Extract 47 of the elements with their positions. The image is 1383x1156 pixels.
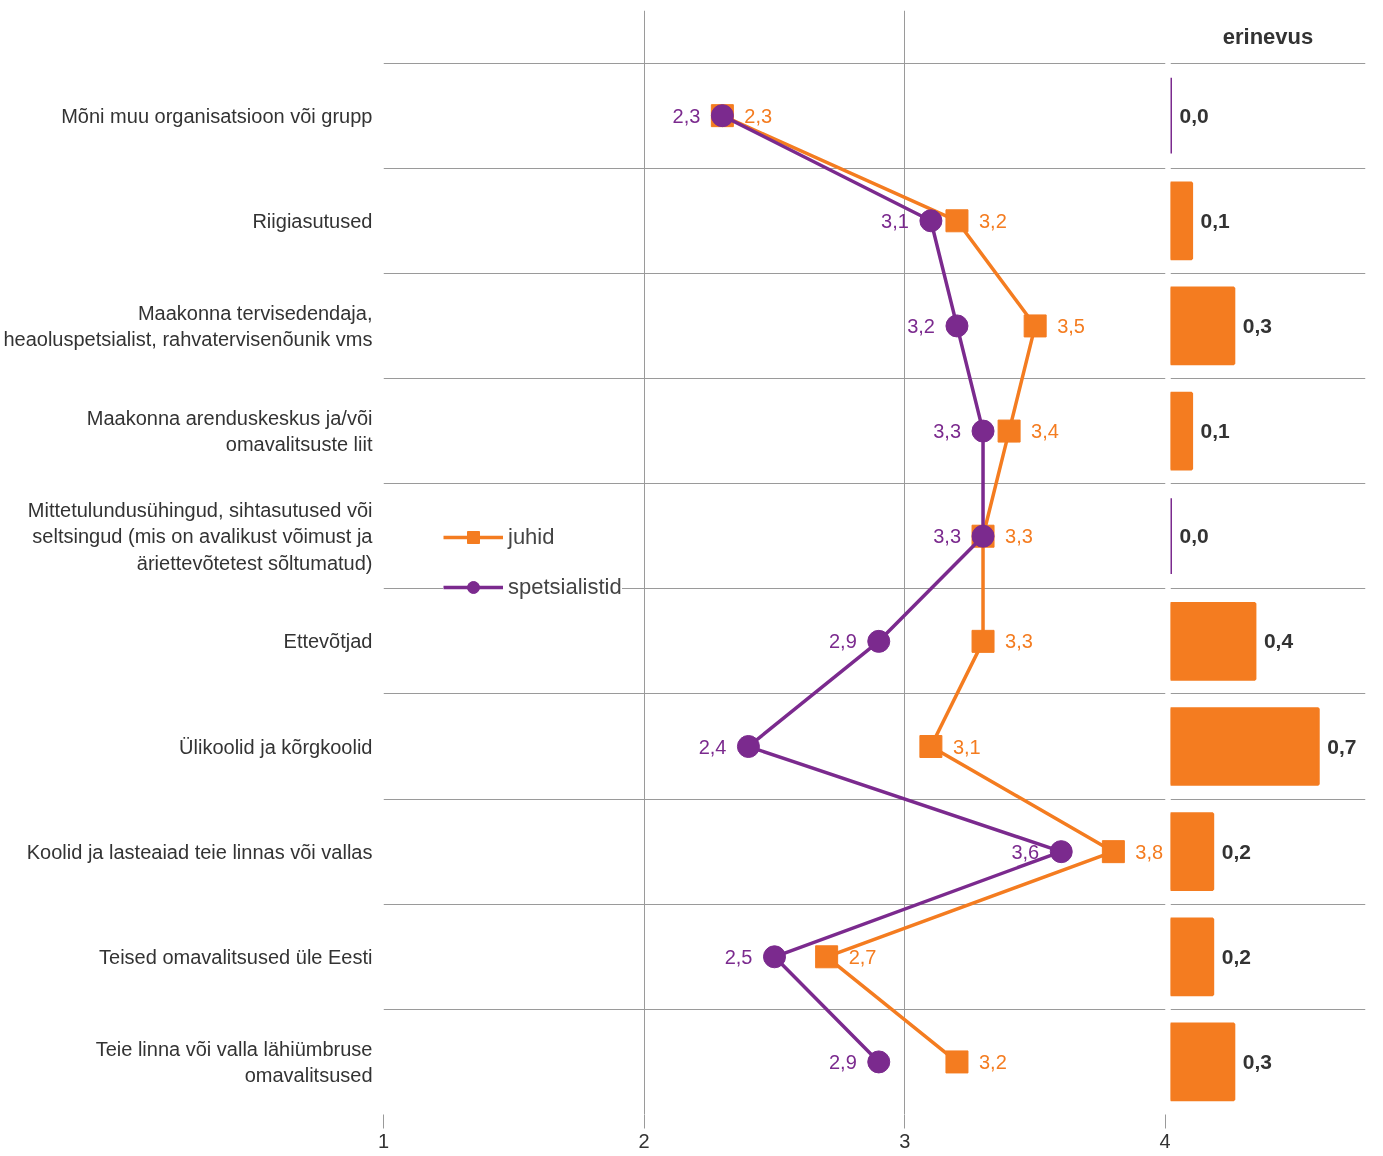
data-label: 3,2 [978,1050,1007,1073]
y-tick-label: Ülikoolid ja kõrgkoolid [179,735,373,758]
y-tick-label: Koolid ja lasteaiad teie linnas või vallas [26,840,373,863]
legend-label: juhid [508,524,555,550]
data-label: 0,2 [1221,839,1251,863]
data-label: 2,4 [698,735,727,758]
data-label: 0,3 [1242,1049,1273,1073]
data-label: 2,7 [848,945,877,968]
chart-title: erinevus [1222,24,1314,50]
x-tick-label: 4 [1159,1129,1171,1152]
data-label: 0,1 [1200,208,1231,232]
y-tick-label: Mittetulundusühingud, sihtasutused või seltsingud (mis on avalikust võimust ja äriettevõtetest sõltumatud) [27,498,374,574]
legend-label: spetsialistid [508,574,622,600]
data-label: 3,5 [1057,314,1085,337]
y-tick-label: Riigiasutused [252,209,373,232]
x-tick-label: 3 [899,1129,911,1152]
data-label: 2,5 [724,945,753,968]
data-label: 3,8 [1135,840,1164,863]
data-label: 0,1 [1200,419,1231,443]
data-label: 2,9 [828,630,857,653]
data-label: 3,3 [933,420,962,443]
data-label: 3,4 [1031,420,1059,443]
x-tick-label: 1 [377,1129,390,1152]
data-label: 0,3 [1242,313,1273,337]
data-label: 2,3 [672,104,701,127]
data-label: 3,1 [881,209,909,232]
y-tick-label: Mõni muu organisatsioon või grupp [61,104,373,127]
y-tick-label: Ettevõtjad [283,630,373,653]
data-label: 3,3 [1005,630,1033,653]
data-label: 3,2 [978,209,1007,232]
data-label: 3,2 [907,314,935,337]
y-tick-label: Teie linna või valla lähiümbruse omavalitsused [95,1037,373,1087]
data-label: 0,7 [1327,734,1357,758]
data-label: 3,6 [1011,840,1040,863]
y-tick-label: Maakonna tervisedendaja, heaoluspetsialist, rahvatervisenõunik vms [3,301,373,351]
data-label: 0,2 [1221,944,1251,968]
data-label: 0,4 [1263,629,1294,653]
x-tick-label: 2 [638,1129,650,1152]
data-label: 0,0 [1179,524,1209,548]
data-label: 3,1 [952,735,981,758]
data-label: 2,3 [744,104,773,127]
data-label: 3,3 [933,525,962,548]
data-label: 2,9 [828,1050,857,1073]
y-tick-label: Teised omavalitsused üle Eesti [99,945,373,968]
data-label: 3,3 [1005,525,1033,548]
y-tick-label: Maakonna arenduskeskus ja/või omavalitsuste liit [86,406,373,456]
data-label: 0,0 [1179,103,1209,127]
